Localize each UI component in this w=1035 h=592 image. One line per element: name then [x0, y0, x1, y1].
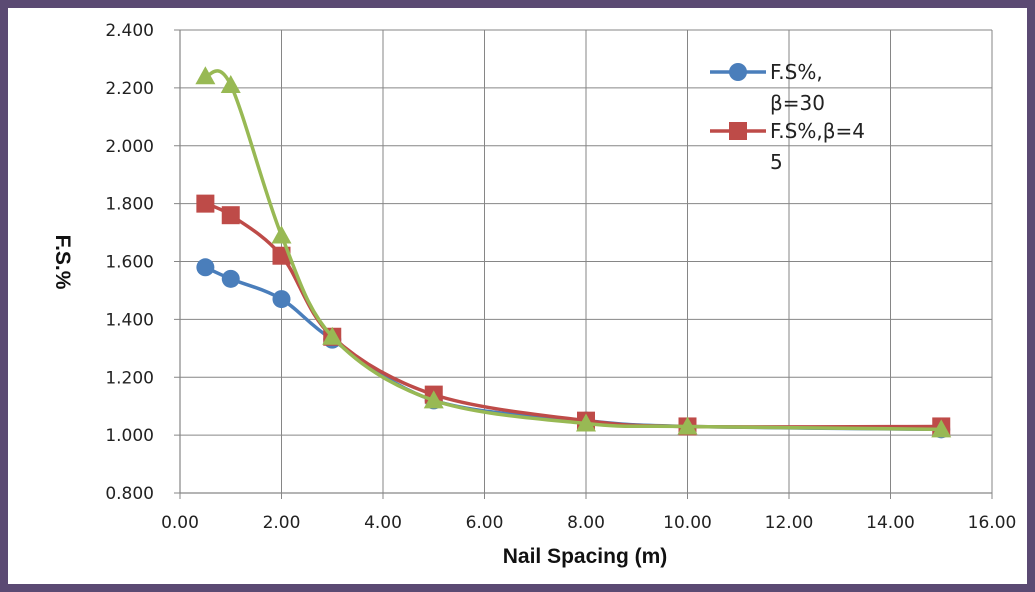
x-tick-label: 12.00 — [765, 513, 814, 533]
legend: F.S%, β=30 F.S%,β=4 5 — [710, 60, 865, 174]
legend-label: F.S%,β=4 — [770, 119, 865, 143]
legend-label: 5 — [770, 150, 783, 174]
x-axis-title: Nail Spacing (m) — [503, 545, 668, 568]
triangle-marker — [931, 419, 952, 438]
series-2 — [196, 194, 951, 436]
x-tick-label: 14.00 — [866, 513, 915, 533]
x-tick-label: 6.00 — [466, 513, 504, 533]
legend-label: F.S%, — [770, 60, 823, 84]
series-lines — [195, 66, 952, 439]
y-tick-label: 2.000 — [105, 137, 154, 157]
y-tick-label: 0.800 — [105, 484, 154, 504]
x-tick-label: 8.00 — [567, 513, 605, 533]
series-1 — [196, 258, 951, 439]
circle-marker — [196, 258, 215, 277]
legend-entry-1: F.S%, β=30 — [710, 60, 825, 115]
triangle-marker — [576, 413, 596, 432]
tick-labels: 0.800 1.000 1.200 1.400 1.600 1.800 2.000 2.200… — [105, 21, 1016, 533]
y-tick-label: 1.400 — [105, 310, 154, 330]
series-line — [204, 265, 942, 432]
triangle-marker — [195, 66, 216, 85]
square-marker — [196, 194, 215, 213]
square-marker — [221, 206, 240, 225]
triangle-marker — [271, 225, 292, 244]
circle-marker — [272, 290, 291, 309]
series-3 — [195, 66, 952, 438]
circle-marker — [221, 269, 240, 288]
y-tick-label: 1.000 — [105, 426, 154, 446]
y-tick-label: 1.200 — [105, 368, 154, 388]
y-tick-label: 1.600 — [105, 253, 154, 273]
triangle-marker — [322, 326, 343, 345]
triangle-marker — [423, 390, 444, 409]
triangle-marker — [677, 416, 698, 435]
x-tick-label: 16.00 — [968, 513, 1017, 533]
x-tick-label: 0.00 — [161, 513, 199, 533]
legend-entry-2: F.S%,β=4 5 — [710, 119, 865, 174]
axes — [174, 29, 993, 499]
y-tick-label: 2.400 — [105, 21, 154, 41]
y-tick-label: 1.800 — [105, 195, 154, 215]
x-tick-label: 4.00 — [364, 513, 402, 533]
legend-label: β=30 — [770, 91, 825, 115]
square-marker — [729, 122, 747, 140]
circle-marker — [729, 63, 747, 81]
x-tick-label: 2.00 — [263, 513, 301, 533]
triangle-marker — [220, 74, 241, 93]
series-line — [204, 69, 942, 432]
x-tick-label: 10.00 — [663, 513, 712, 533]
y-tick-label: 2.200 — [105, 79, 154, 99]
y-axis-title: F.S.% — [51, 235, 74, 290]
